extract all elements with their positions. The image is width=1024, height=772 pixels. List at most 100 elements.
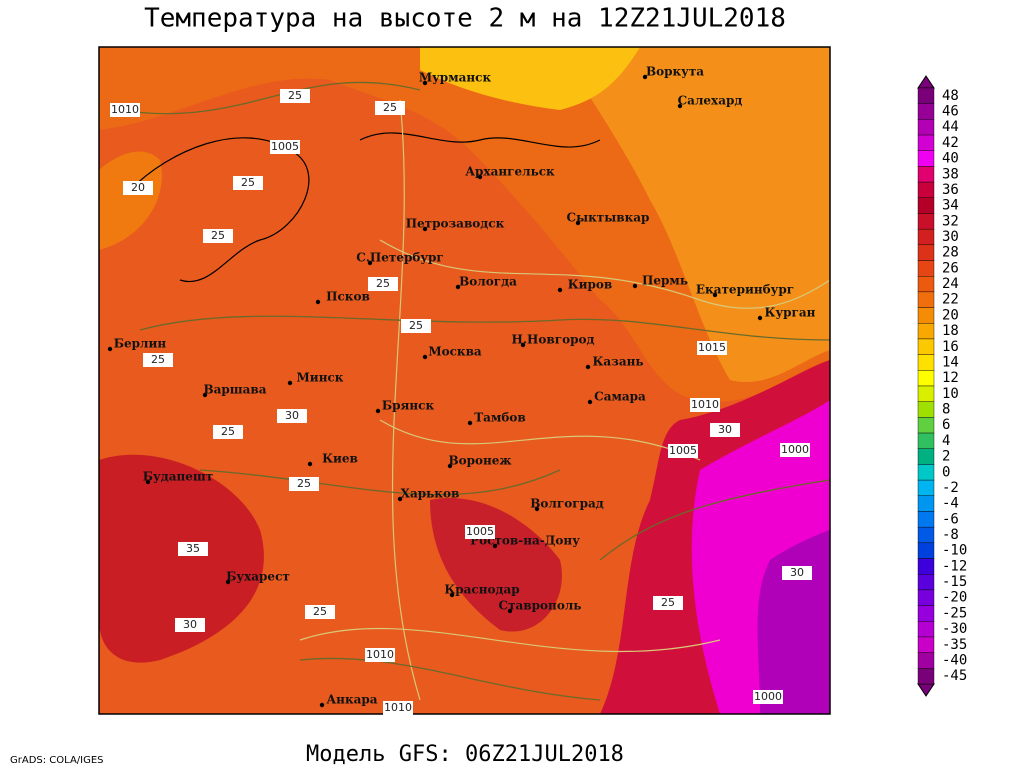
colorbar-swatch [917, 526, 935, 544]
colorbar-swatch [917, 197, 935, 214]
contour-label: 25 [221, 425, 235, 438]
city-label: С.Петербург [356, 251, 444, 265]
contour-label: 35 [186, 542, 200, 555]
city-label: Брянск [382, 399, 435, 413]
contour-label-box [233, 176, 263, 190]
city-label: Минск [297, 371, 344, 385]
city-dot [315, 299, 321, 305]
contour-label: 1005 [669, 444, 697, 457]
colorbar-label: 44 [942, 119, 959, 135]
city-label: Самара [594, 390, 646, 404]
colorbar-swatch [917, 181, 935, 198]
city-label: Волгоград [530, 497, 603, 511]
colorbar-swatch [917, 338, 935, 355]
colorbar-swatch [917, 417, 935, 434]
contour-label-box [401, 319, 431, 333]
contour-label-box [270, 140, 300, 154]
city-dot [757, 315, 763, 321]
contour-label-box [178, 542, 208, 556]
map [98, 46, 831, 715]
city-label: Пермь [642, 274, 688, 288]
colorbar-swatch [917, 511, 935, 528]
contour-label-box [697, 341, 727, 355]
colorbar-label: -35 [942, 637, 967, 653]
colorbar-swatch [917, 323, 935, 340]
city-dot [422, 354, 428, 360]
city-label: Воркута [646, 65, 704, 79]
contour-label: 25 [151, 353, 165, 366]
contour-label: 25 [288, 89, 302, 102]
city-label: Мурманск [419, 71, 492, 85]
city-label: Тамбов [474, 411, 525, 425]
colorbar-label: 32 [942, 213, 959, 229]
city-dot [587, 399, 593, 405]
contour-label-box [375, 101, 405, 115]
city-label: Варшава [203, 383, 266, 397]
colorbar-swatch [917, 495, 935, 512]
colorbar-label: 0 [942, 464, 950, 480]
city-dot [447, 463, 453, 469]
colorbar-label: 46 [942, 104, 959, 120]
city-label: Краснодар [444, 583, 519, 597]
city-dot [677, 103, 683, 109]
city-label: Салехард [678, 94, 743, 108]
contour-label: 25 [211, 229, 225, 242]
colorbar-label: 30 [942, 229, 959, 245]
colorbar-swatch [917, 401, 935, 418]
colorbar-label: 8 [942, 402, 950, 418]
city-label: Киев [322, 452, 358, 466]
colorbar-label: 34 [942, 198, 959, 214]
credit: GrADS: COLA/IGES [10, 755, 104, 766]
contour-label-box [289, 477, 319, 491]
contour-label-box [213, 425, 243, 439]
colorbar-label: 18 [942, 323, 959, 339]
contour-label: 25 [313, 605, 327, 618]
contour-label: 30 [285, 409, 299, 422]
contour-label-box [383, 701, 413, 715]
colorbar-swatch [917, 354, 935, 371]
colorbar-swatch [917, 542, 935, 559]
title: Температура на высоте 2 м на 12Z21JUL201… [144, 4, 786, 34]
colorbar-label: -30 [942, 621, 967, 637]
contour-label-box [653, 596, 683, 610]
colorbar-swatch [917, 668, 935, 685]
colorbar-label: 40 [942, 151, 959, 167]
colorbar-swatch [917, 479, 935, 496]
city-label: Петрозаводск [406, 217, 505, 231]
contour-label-box [280, 89, 310, 103]
city-label: Берлин [114, 337, 167, 351]
contour-label: 1000 [781, 443, 809, 456]
contour-label: 30 [718, 423, 732, 436]
colorbar-swatch [917, 652, 935, 669]
city-label: Казань [592, 355, 643, 369]
colorbar-swatch [917, 260, 935, 277]
colorbar-label: 12 [942, 370, 959, 386]
colorbar-swatch [917, 103, 935, 120]
colorbar-label: 28 [942, 245, 959, 261]
city-dot [375, 408, 381, 414]
city-dot [632, 283, 638, 289]
city-dot [642, 74, 648, 80]
contour-label-box [203, 229, 233, 243]
colorbar-label: 42 [942, 135, 959, 151]
city-label: Киров [568, 278, 613, 292]
city-label: Москва [428, 345, 482, 359]
colorbar-label: -40 [942, 652, 967, 668]
contour-label: 30 [790, 566, 804, 579]
contour-label: 25 [383, 101, 397, 114]
city-label: Архангельск [465, 165, 555, 179]
colorbar-swatch [917, 432, 935, 449]
colorbar-swatch [917, 150, 935, 167]
colorbar-swatch [917, 244, 935, 261]
contour-label-box [143, 353, 173, 367]
colorbar-swatch [917, 87, 935, 104]
colorbar-label: 22 [942, 292, 959, 308]
colorbar-swatch [917, 464, 935, 481]
city-label: Псков [326, 290, 370, 304]
colorbar-label: -10 [942, 543, 967, 559]
colorbar-label: 20 [942, 307, 959, 323]
colorbar-label: 24 [942, 276, 959, 292]
colorbar-label: -4 [942, 496, 959, 512]
city-label: Харьков [401, 487, 460, 501]
